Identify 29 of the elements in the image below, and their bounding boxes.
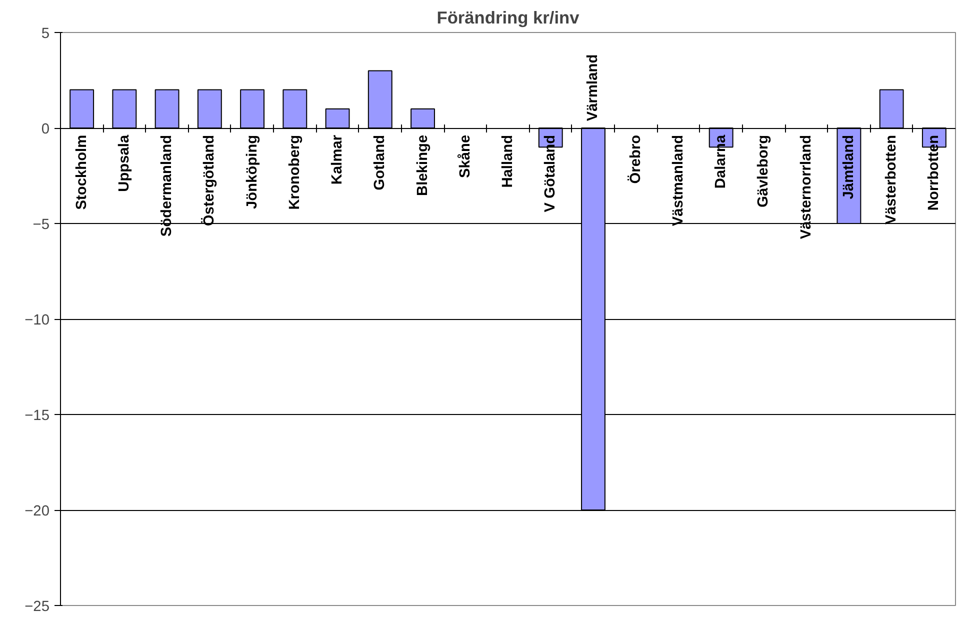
y-tick-label: −5 [32,217,50,233]
x-tick-label: Kalmar [330,134,346,185]
x-tick-label: Kronoberg [286,134,303,210]
x-tick-label: Norrbotten [926,134,942,211]
x-tick-label: Södermanland [159,134,176,237]
x-tick-label: Gävleborg [756,134,772,208]
x-tick-label: Gotland [372,134,388,190]
y-tick-label: 0 [41,122,50,138]
x-tick-label: Örebro [626,134,644,184]
x-tick-label: Västerbotten [884,134,900,224]
x-tick-label: Jönköping [244,134,260,209]
y-tick-label: −15 [24,408,50,424]
x-tick-label: Halland [500,134,516,188]
x-tick-label: Blekinge [414,134,431,196]
x-tick-label: Västmanland [670,134,686,226]
y-tick-label: −10 [24,312,50,328]
x-tick-label: Värmland [585,54,602,122]
y-tick-label: −25 [24,599,50,615]
x-tick-label: Skåne [456,134,474,178]
x-tick-label: Stockholm [74,134,90,210]
x-tick-label: Dalarna [713,134,730,189]
x-tick-label: Östergötland [200,134,218,226]
y-tick-label: −20 [24,504,50,520]
y-tick-label: 5 [41,26,50,42]
x-tick-label: Uppsala [116,134,132,192]
x-tick-label: Västernorrland [798,134,814,240]
x-tick-label: Jämtland [840,134,857,200]
chart-title: Förändring kr/inv [436,8,580,28]
x-tick-label: V Götaland [542,134,559,212]
